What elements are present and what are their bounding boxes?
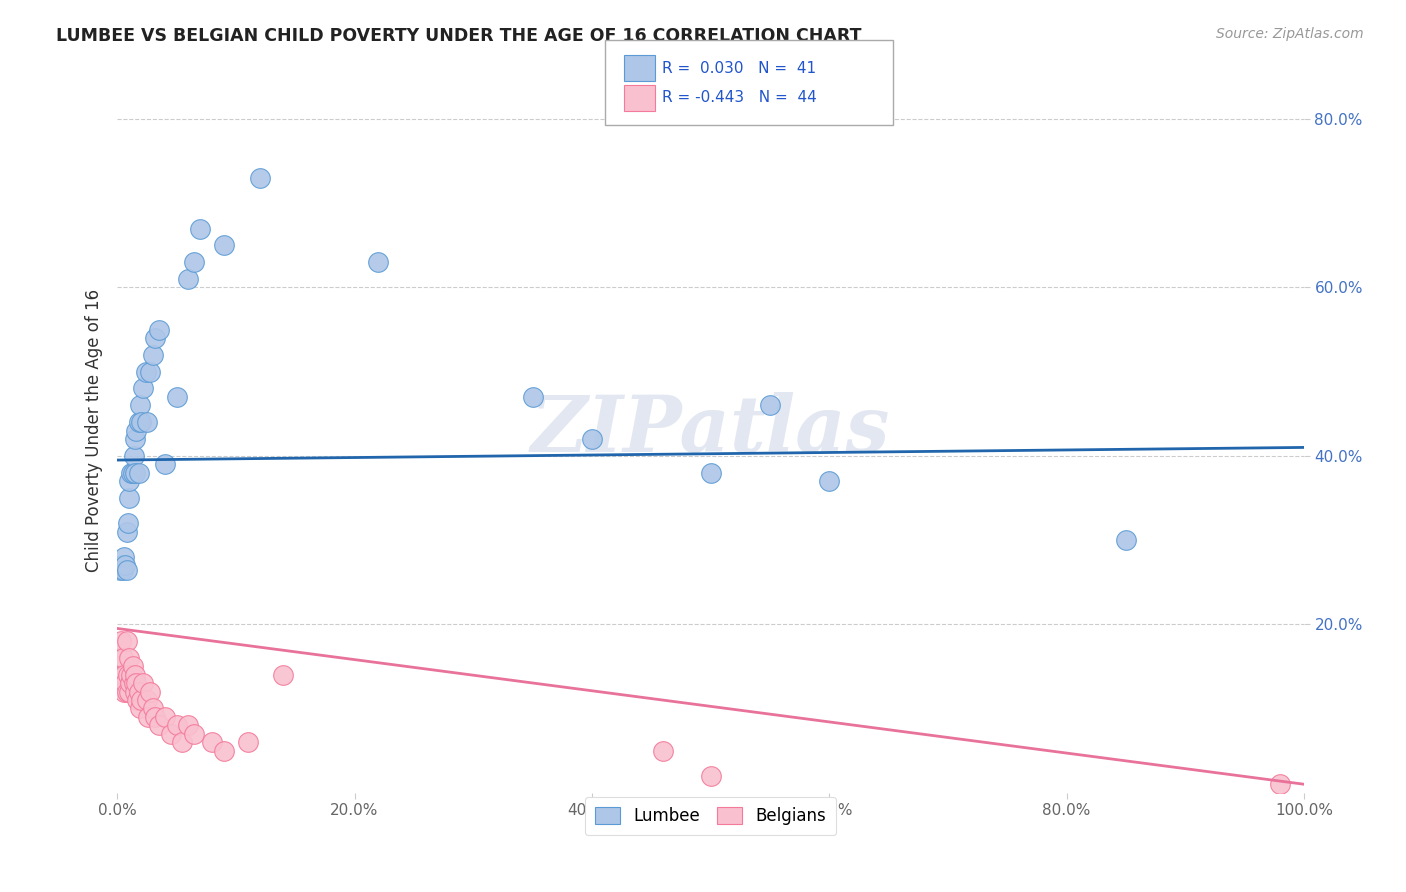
Point [139,365,162,379]
Point [142,701,165,715]
Point [115,634,138,648]
Point [135,365,157,379]
Point [122,676,145,690]
Point [177,272,200,286]
Point [114,558,136,573]
Point [132,382,155,396]
Point [212,743,235,757]
Point [188,221,211,235]
Point [699,466,721,480]
Point [177,718,200,732]
Point [153,710,176,724]
Point [125,676,148,690]
Point [122,449,145,463]
Point [118,684,141,698]
Point [125,424,148,438]
Point [166,718,188,732]
Point [127,693,149,707]
Point [128,398,150,412]
Point [249,171,271,186]
Point [166,390,188,404]
Point [124,432,146,446]
Point [124,684,146,698]
Point [273,667,295,681]
Point [121,659,143,673]
Point [120,676,142,690]
Point [120,466,142,480]
Point [111,667,134,681]
Point [818,474,841,488]
Point [124,466,146,480]
Point [112,549,135,564]
Legend: Lumbee, Belgians: Lumbee, Belgians [585,797,837,835]
Point [118,474,141,488]
Point [652,743,675,757]
Point [143,710,166,724]
Point [699,769,721,783]
Y-axis label: Child Poverty Under the Age of 16: Child Poverty Under the Age of 16 [86,289,103,572]
Point [148,322,170,336]
Point [112,651,135,665]
Point [111,558,134,573]
Point [118,491,141,505]
Point [124,667,146,681]
Point [112,684,135,698]
Point [129,415,152,429]
Point [136,710,159,724]
Point [115,524,138,539]
Point [236,735,259,749]
Text: LUMBEE VS BELGIAN CHILD POVERTY UNDER THE AGE OF 16 CORRELATION CHART: LUMBEE VS BELGIAN CHILD POVERTY UNDER TH… [56,27,862,45]
Point [581,432,603,446]
Point [132,676,155,690]
Point [212,238,235,252]
Point [522,390,544,404]
Point [128,415,150,429]
Point [121,466,143,480]
Point [1115,533,1137,547]
Point [110,634,132,648]
Point [128,684,150,698]
Point [108,659,131,673]
Point [115,684,138,698]
Point [142,348,165,362]
Point [128,466,150,480]
Point [139,684,162,698]
Point [367,255,389,269]
Point [129,693,152,707]
Point [107,651,129,665]
Point [118,651,141,665]
Point [135,693,157,707]
Point [201,735,224,749]
Point [1270,777,1292,791]
Point [148,718,170,732]
Point [159,727,181,741]
Point [135,415,157,429]
Point [172,735,194,749]
Point [115,562,138,576]
Text: R =  0.030   N =  41: R = 0.030 N = 41 [662,61,817,76]
Point [114,676,136,690]
Text: R = -0.443   N =  44: R = -0.443 N = 44 [662,90,817,105]
Point [117,516,139,531]
Point [183,727,205,741]
Point [153,457,176,471]
Text: Source: ZipAtlas.com: Source: ZipAtlas.com [1216,27,1364,41]
Point [143,331,166,345]
Point [112,562,135,576]
Point [120,667,142,681]
Point [108,562,131,576]
Text: ZIPatlas: ZIPatlas [531,392,890,469]
Point [128,701,150,715]
Point [117,667,139,681]
Point [183,255,205,269]
Point [112,667,135,681]
Point [759,398,782,412]
